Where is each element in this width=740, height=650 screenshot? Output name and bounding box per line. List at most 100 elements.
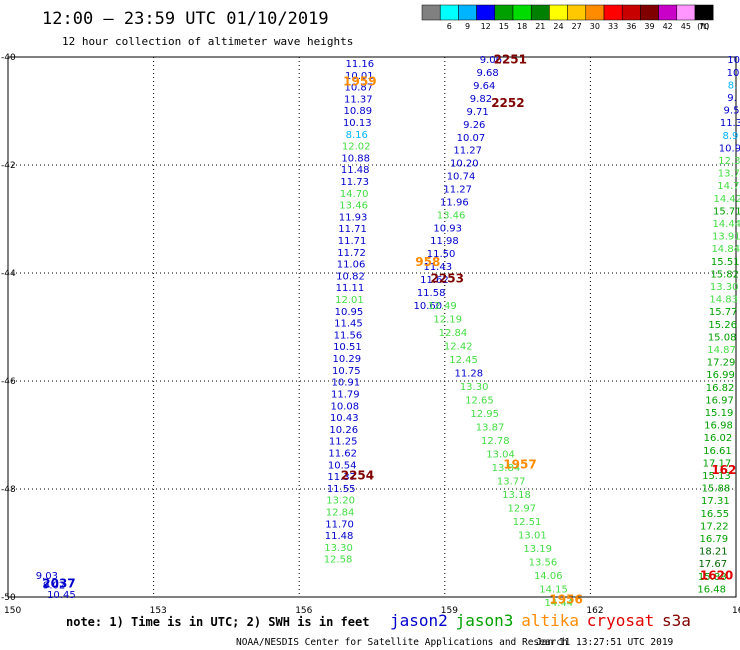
- swh-value: 10.43: [330, 413, 359, 424]
- swh-value: 10.87: [345, 83, 374, 94]
- swh-value: 9.5: [724, 106, 740, 117]
- swh-value: 11.62: [328, 448, 357, 459]
- swh-value: 12.49: [428, 301, 457, 312]
- satellite-altika: altika: [521, 611, 579, 630]
- legend-label: 27: [572, 22, 582, 31]
- swh-value: 11.71: [338, 236, 367, 247]
- swh-value: 11.70: [325, 519, 354, 530]
- satellite-jason3: jason3: [456, 611, 514, 630]
- legend-label: 30: [590, 22, 600, 31]
- track-values: 11.1610.0110.8711.3710.8910.138.1612.021…: [36, 55, 740, 609]
- swh-value: 11.43: [423, 262, 452, 273]
- swh-value: 12.65: [465, 395, 494, 406]
- x-tick-label: 150: [4, 606, 21, 616]
- swh-value: 17.17: [703, 458, 732, 469]
- swh-value: 14.87: [707, 345, 736, 356]
- swh-value: 12.58: [324, 555, 353, 566]
- swh-value: 10: [727, 68, 740, 79]
- swh-value: 9.64: [473, 81, 495, 92]
- swh-value: 13.04: [486, 449, 515, 460]
- pass-labels: 2251195922529582253195722542037195616201…: [42, 53, 736, 607]
- swh-value: 13.18: [502, 490, 531, 501]
- legend-label: 15: [499, 22, 509, 31]
- swh-value: 11.27: [443, 185, 472, 196]
- swh-value: 13.01: [518, 530, 547, 541]
- swh-value: 9.02: [43, 580, 65, 591]
- swh-value: 12.3: [718, 156, 740, 167]
- swh-value: 16.79: [699, 534, 728, 545]
- legend-unit: (ft): [697, 22, 709, 31]
- swh-value: 10.54: [328, 460, 357, 471]
- swh-value: 10.60: [413, 301, 442, 312]
- chart-subtitle: 12 hour collection of altimeter wave hei…: [62, 35, 353, 48]
- swh-value: 10.9: [719, 143, 740, 154]
- legend-label: 6: [447, 22, 452, 31]
- swh-value: 10.51: [333, 342, 362, 353]
- swh-value: 13.30: [324, 543, 353, 554]
- swh-value: 16.97: [705, 395, 734, 406]
- legend-swatch: [530, 4, 550, 21]
- satellite-s3a: s3a: [662, 611, 691, 630]
- swh-value: 12.97: [507, 503, 536, 514]
- swh-value: 17.22: [700, 521, 729, 532]
- legend-swatch: [585, 4, 605, 21]
- swh-value: 13.30: [710, 282, 739, 293]
- swh-value: 10: [727, 55, 740, 66]
- legend-swatch: [549, 4, 568, 21]
- legend-label: 45: [681, 22, 691, 31]
- swh-value: 14.7: [717, 181, 739, 192]
- legend-label: 70: [699, 22, 709, 31]
- x-tick-label: 159: [441, 606, 458, 616]
- swh-value: 14.15: [539, 584, 568, 595]
- swh-value: 9.82: [470, 94, 492, 105]
- swh-value: 12.01: [335, 295, 364, 306]
- swh-value: 16.55: [701, 509, 730, 520]
- swh-value: 13.7: [718, 169, 740, 180]
- swh-value: 13.87: [476, 422, 505, 433]
- swh-value: 11.45: [334, 319, 363, 330]
- swh-value: 9.71: [466, 107, 488, 118]
- legend-swatch: [494, 4, 514, 21]
- swh-value: 11.48: [341, 165, 370, 176]
- swh-value: 13.30: [460, 382, 489, 393]
- swh-value: 10.26: [329, 425, 358, 436]
- swh-value: 15.51: [711, 257, 740, 268]
- swh-value: 15.82: [710, 269, 739, 280]
- swh-value: 10.74: [447, 172, 476, 183]
- swh-value: 14.84: [711, 244, 740, 255]
- pass-time-label: 1620: [700, 568, 733, 582]
- legend-label: 39: [644, 22, 654, 31]
- swh-value: 12.95: [470, 409, 499, 420]
- swh-value: 12.19: [433, 314, 462, 325]
- swh-value: 11.79: [331, 389, 360, 400]
- satellite-cryosat: cryosat: [587, 611, 654, 630]
- swh-value: 8.16: [346, 130, 368, 141]
- pass-time-label: 2252: [491, 96, 524, 110]
- pass-time-label: 2254: [341, 469, 374, 483]
- pass-time-label: 1957: [503, 458, 536, 472]
- swh-value: 16.82: [706, 383, 735, 394]
- x-tick-label: 156: [295, 606, 312, 616]
- y-tick-label: -46: [1, 377, 16, 387]
- legend-label: 33: [608, 22, 618, 31]
- legend-label: 36: [626, 22, 636, 31]
- legend-label: 18: [517, 22, 527, 31]
- swh-value: 13.77: [497, 476, 526, 487]
- swh-value: 11.72: [337, 248, 366, 259]
- swh-value: 10.89: [343, 106, 372, 117]
- swh-value: 15.13: [702, 471, 731, 482]
- credit-right: Jan 11 13:27:51 UTC 2019: [536, 637, 674, 648]
- color-legend: 6 9 12 15 18 21 24 27 30 33 36 39 42 45 70(ft): [421, 4, 714, 31]
- swh-value: 10.29: [333, 354, 362, 365]
- swh-value: 11.98: [430, 236, 459, 247]
- legend-swatch: [694, 4, 714, 21]
- swh-value: 8.: [728, 80, 738, 91]
- swh-value: 12.78: [481, 436, 510, 447]
- swh-value: 13.20: [326, 496, 355, 507]
- swh-value: 10.95: [335, 307, 364, 318]
- legend-swatch: [458, 4, 477, 21]
- swh-value: 12.42: [444, 341, 473, 352]
- swh-value: 12.45: [449, 355, 478, 366]
- swh-value: 14.42: [714, 194, 740, 205]
